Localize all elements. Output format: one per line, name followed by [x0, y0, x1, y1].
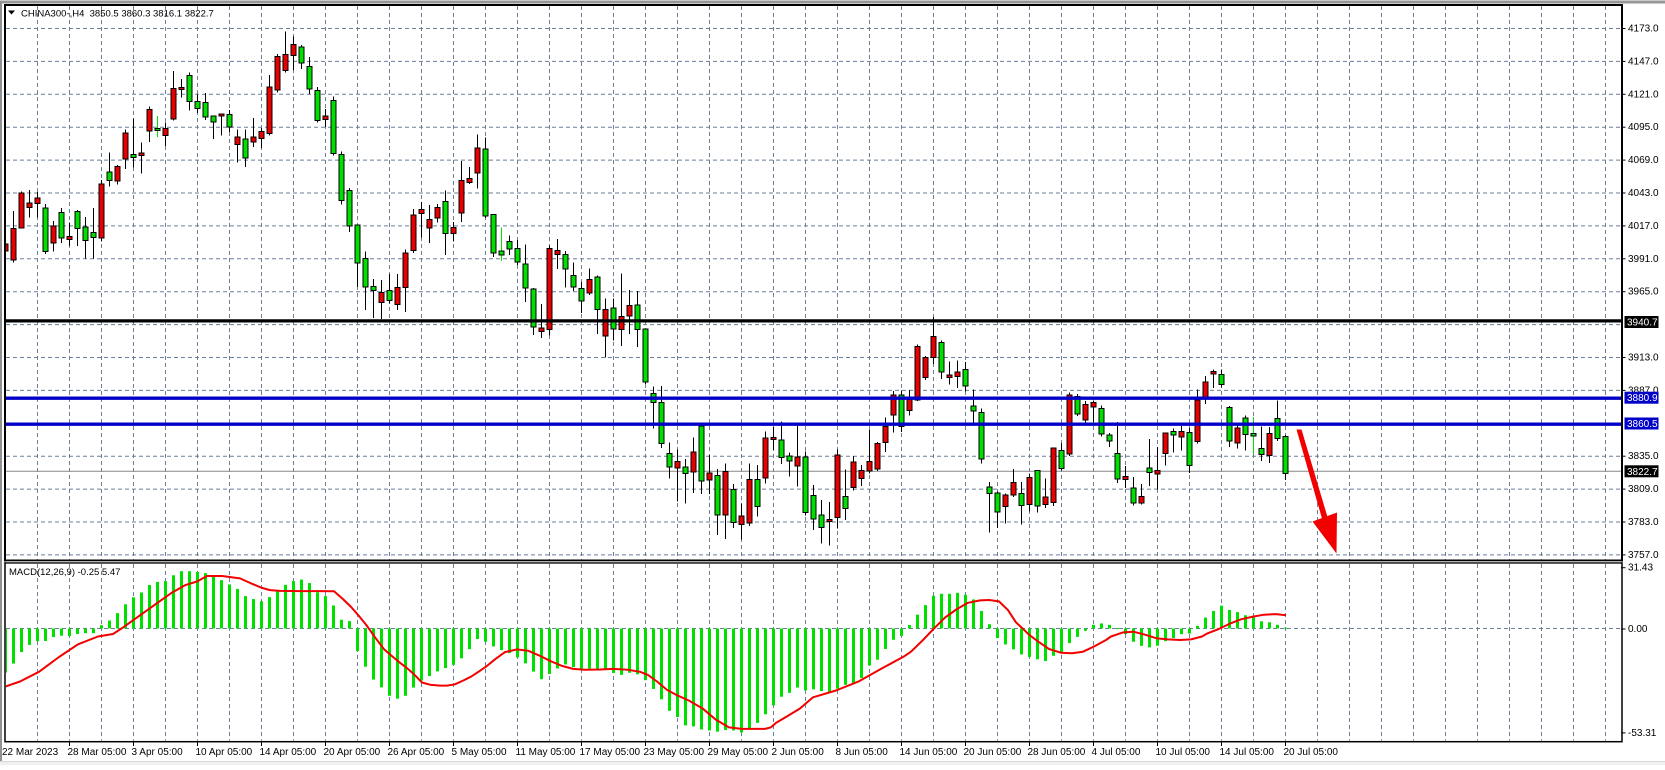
svg-text:4017.0: 4017.0: [1628, 221, 1659, 232]
svg-text:14 Jun 05:00: 14 Jun 05:00: [900, 747, 958, 758]
svg-text:3757.0: 3757.0: [1628, 550, 1659, 561]
svg-text:0.00: 0.00: [1628, 624, 1648, 635]
svg-text:4 Jul 05:00: 4 Jul 05:00: [1092, 747, 1141, 758]
svg-text:CHINA300-,H4 3850.5 3860.3 38: CHINA300-,H4 3850.5 3860.3 3816.1 3822.7: [21, 9, 214, 20]
svg-text:3835.0: 3835.0: [1628, 451, 1659, 462]
svg-text:-53.31: -53.31: [1628, 728, 1657, 739]
svg-text:MACD(12,26,9) -0.25 5.47: MACD(12,26,9) -0.25 5.47: [9, 567, 120, 578]
svg-text:23 May 05:00: 23 May 05:00: [644, 747, 705, 758]
svg-text:4069.0: 4069.0: [1628, 155, 1659, 166]
svg-text:31.43: 31.43: [1628, 563, 1653, 574]
svg-text:20 Apr 05:00: 20 Apr 05:00: [324, 747, 381, 758]
svg-text:3822.7: 3822.7: [1627, 467, 1658, 478]
svg-text:4095.0: 4095.0: [1628, 122, 1659, 133]
svg-text:14 Apr 05:00: 14 Apr 05:00: [260, 747, 317, 758]
svg-text:28 Jun 05:00: 28 Jun 05:00: [1028, 747, 1086, 758]
svg-text:3991.0: 3991.0: [1628, 254, 1659, 265]
svg-text:3940.7: 3940.7: [1627, 318, 1658, 329]
svg-text:2 Jun 05:00: 2 Jun 05:00: [772, 747, 825, 758]
svg-text:14 Jul 05:00: 14 Jul 05:00: [1220, 747, 1275, 758]
svg-text:4121.0: 4121.0: [1628, 89, 1659, 100]
svg-text:11 May 05:00: 11 May 05:00: [516, 747, 576, 758]
svg-text:26 Apr 05:00: 26 Apr 05:00: [388, 747, 445, 758]
svg-text:3809.0: 3809.0: [1628, 484, 1659, 495]
svg-text:4043.0: 4043.0: [1628, 188, 1659, 199]
svg-text:17 May 05:00: 17 May 05:00: [580, 747, 641, 758]
svg-text:10 Jul 05:00: 10 Jul 05:00: [1156, 747, 1211, 758]
svg-text:10 Apr 05:00: 10 Apr 05:00: [196, 747, 253, 758]
svg-text:20 Jul 05:00: 20 Jul 05:00: [1284, 747, 1339, 758]
svg-text:29 May 05:00: 29 May 05:00: [708, 747, 769, 758]
svg-text:3880.9: 3880.9: [1627, 393, 1658, 404]
svg-text:5 May 05:00: 5 May 05:00: [452, 747, 507, 758]
svg-text:4147.0: 4147.0: [1628, 56, 1659, 67]
svg-text:20 Jun 05:00: 20 Jun 05:00: [964, 747, 1022, 758]
svg-text:3887.0: 3887.0: [1628, 385, 1659, 396]
svg-text:4173.0: 4173.0: [1628, 24, 1659, 35]
svg-text:8 Jun 05:00: 8 Jun 05:00: [836, 747, 889, 758]
svg-text:3913.0: 3913.0: [1628, 353, 1659, 364]
svg-text:3783.0: 3783.0: [1628, 517, 1659, 528]
svg-text:3860.5: 3860.5: [1627, 419, 1658, 430]
svg-text:22 Mar 2023: 22 Mar 2023: [2, 747, 59, 758]
svg-text:3965.0: 3965.0: [1628, 287, 1659, 298]
svg-text:3 Apr 05:00: 3 Apr 05:00: [132, 747, 184, 758]
svg-text:28 Mar 05:00: 28 Mar 05:00: [68, 747, 127, 758]
